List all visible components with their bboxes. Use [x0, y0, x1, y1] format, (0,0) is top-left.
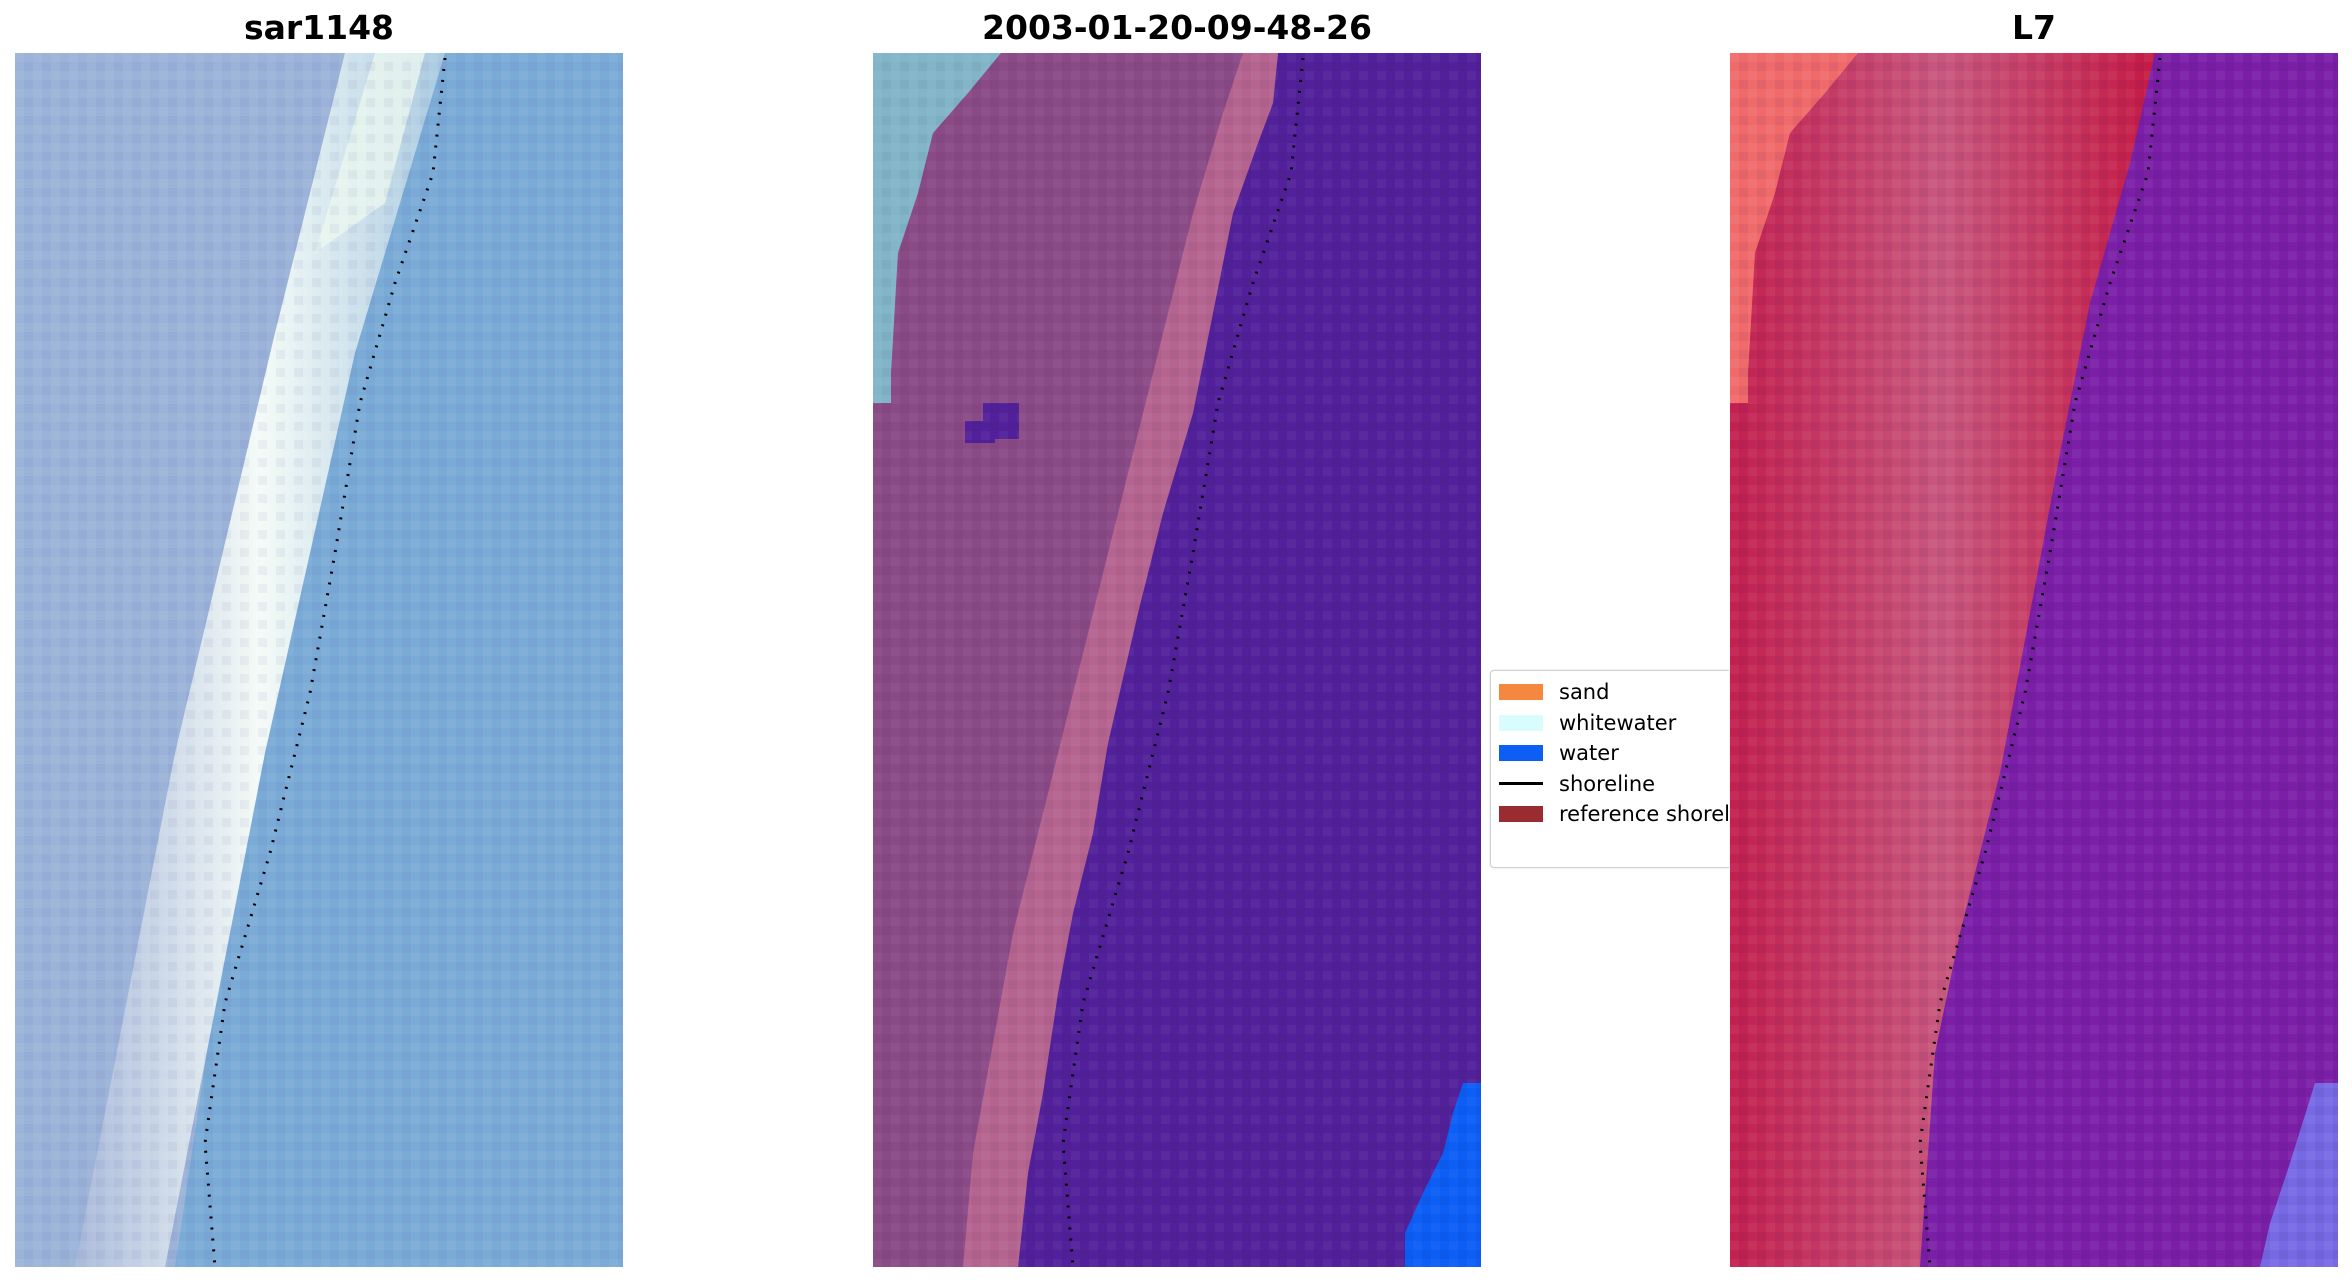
rgb-image-panel[interactable]: [15, 53, 623, 1267]
legend-label: water: [1559, 741, 1619, 766]
legend-line-shoreline: [1499, 782, 1543, 786]
classification-image: [873, 53, 1481, 1267]
legend-item-reference-shoreline: reference shoreline: [1499, 799, 1729, 830]
legend-item-water: water: [1499, 738, 1729, 769]
legend-swatch-water: [1499, 745, 1543, 762]
legend-item-whitewater: whitewater: [1499, 708, 1729, 739]
legend-label: whitewater: [1559, 710, 1677, 735]
l7-image-panel[interactable]: [1730, 53, 2338, 1267]
legend-swatch-reference-shoreline: [1499, 806, 1543, 823]
classification-panel[interactable]: [873, 53, 1481, 1267]
panel-title-l7: L7: [2012, 8, 2056, 47]
legend-label: reference shoreline: [1559, 802, 1729, 827]
panel-title-sar1148: sar1148: [243, 8, 395, 47]
legend-item-shoreline: shoreline: [1499, 769, 1729, 800]
legend-swatch-sand: [1499, 684, 1543, 701]
legend-swatch-whitewater: [1499, 714, 1543, 731]
legend: sand whitewater water shoreline referenc…: [1490, 670, 1729, 868]
legend-label: sand: [1559, 680, 1610, 705]
legend-label: shoreline: [1559, 771, 1656, 796]
panel-title-date: 2003-01-20-09-48-26: [982, 8, 1372, 47]
l7-image: [1730, 53, 2338, 1267]
rgb-image: [15, 53, 623, 1267]
legend-item-sand: sand: [1499, 677, 1729, 708]
